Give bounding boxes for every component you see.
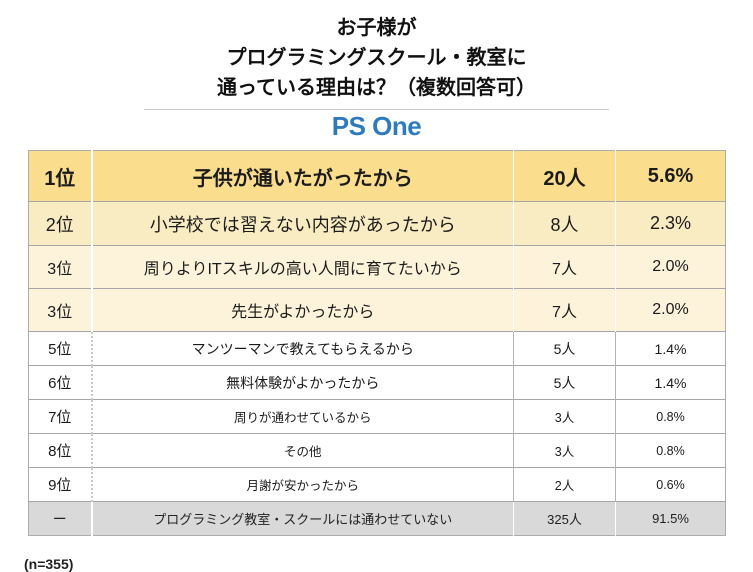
percent-cell: 2.0%: [615, 245, 726, 289]
table-row-rank2: 2位 小学校では習えない内容があったから 8人 2.3%: [28, 201, 726, 246]
table-row-rank1: 1位 子供が通いたがったから 20人 5.6%: [28, 150, 726, 202]
count-cell: 7人: [513, 245, 616, 289]
rank-cell: 3位: [28, 245, 93, 289]
rank-cell: 5位: [28, 331, 93, 366]
reason-cell: 小学校では習えない内容があったから: [91, 201, 514, 246]
count-cell: 5人: [513, 331, 616, 366]
page-title-line-2: プログラミングスクール・教室に: [226, 47, 527, 69]
title-divider: [144, 109, 609, 110]
reason-cell: マンツーマンで教えてもらえるから: [91, 331, 514, 366]
reason-cell: 子供が通いたがったから: [91, 150, 514, 202]
rank-cell: 2位: [28, 201, 93, 246]
count-cell: 3人: [513, 399, 616, 434]
reason-cell: 無料体験がよかったから: [91, 365, 514, 400]
table-row-rank5: 5位 マンツーマンで教えてもらえるから 5人 1.4%: [28, 331, 726, 366]
rank-cell: 3位: [28, 288, 93, 332]
count-cell: 325人: [513, 501, 616, 536]
table-row-rank8: 8位 その他 3人 0.8%: [28, 433, 726, 468]
table-row-rank6: 6位 無料体験がよかったから 5人 1.4%: [28, 365, 726, 400]
percent-cell: 1.4%: [615, 331, 726, 366]
percent-cell: 0.8%: [615, 399, 726, 434]
reason-cell: 周りが通わせているから: [91, 399, 514, 434]
percent-cell: 0.8%: [615, 433, 726, 468]
count-cell: 5人: [513, 365, 616, 400]
table-row-rank9: 9位 月謝が安かったから 2人 0.6%: [28, 467, 726, 502]
percent-cell: 0.6%: [615, 467, 726, 502]
percent-cell: 2.0%: [615, 288, 726, 332]
percent-cell: 5.6%: [615, 150, 726, 202]
count-cell: 7人: [513, 288, 616, 332]
percent-cell: 1.4%: [615, 365, 726, 400]
reason-cell: 周りよりITスキルの高い人間に育てたいから: [91, 245, 514, 289]
table-row-rank3a: 3位 周りよりITスキルの高い人間に育てたいから 7人 2.0%: [28, 245, 726, 289]
count-cell: 20人: [513, 150, 616, 202]
reason-cell: プログラミング教室・スクールには通わせていない: [91, 501, 514, 536]
reason-cell: その他: [91, 433, 514, 468]
page-title-line-1: お子様が: [336, 17, 417, 39]
rank-cell: 1位: [28, 150, 93, 202]
count-cell: 8人: [513, 201, 616, 246]
reason-cell: 先生がよかったから: [91, 288, 514, 332]
rank-cell: 6位: [28, 365, 93, 400]
count-cell: 2人: [513, 467, 616, 502]
ps-one-logo: PS One: [331, 111, 422, 141]
table-row-rank7: 7位 周りが通わせているから 3人 0.8%: [28, 399, 726, 434]
count-cell: 3人: [513, 433, 616, 468]
rank-cell: 8位: [28, 433, 93, 468]
page-title-line-3: 通っている理由は？（複数回答可）: [217, 77, 536, 99]
table-row-not-attending: ー プログラミング教室・スクールには通わせていない 325人 91.5%: [28, 501, 726, 536]
percent-cell: 2.3%: [615, 201, 726, 246]
reason-cell: 月謝が安かったから: [91, 467, 514, 502]
rank-cell: ー: [28, 501, 93, 536]
percent-cell: 91.5%: [615, 501, 726, 536]
rank-cell: 7位: [28, 399, 93, 434]
header: お子様が プログラミングスクール・教室に 通っている理由は？（複数回答可） PS…: [0, 0, 753, 141]
ranking-table: 1位 子供が通いたがったから 20人 5.6% 2位 小学校では習えない内容があ…: [28, 150, 726, 536]
rank-cell: 9位: [28, 467, 93, 502]
sample-size-note: (n=355): [24, 556, 74, 572]
table-row-rank3b: 3位 先生がよかったから 7人 2.0%: [28, 288, 726, 332]
